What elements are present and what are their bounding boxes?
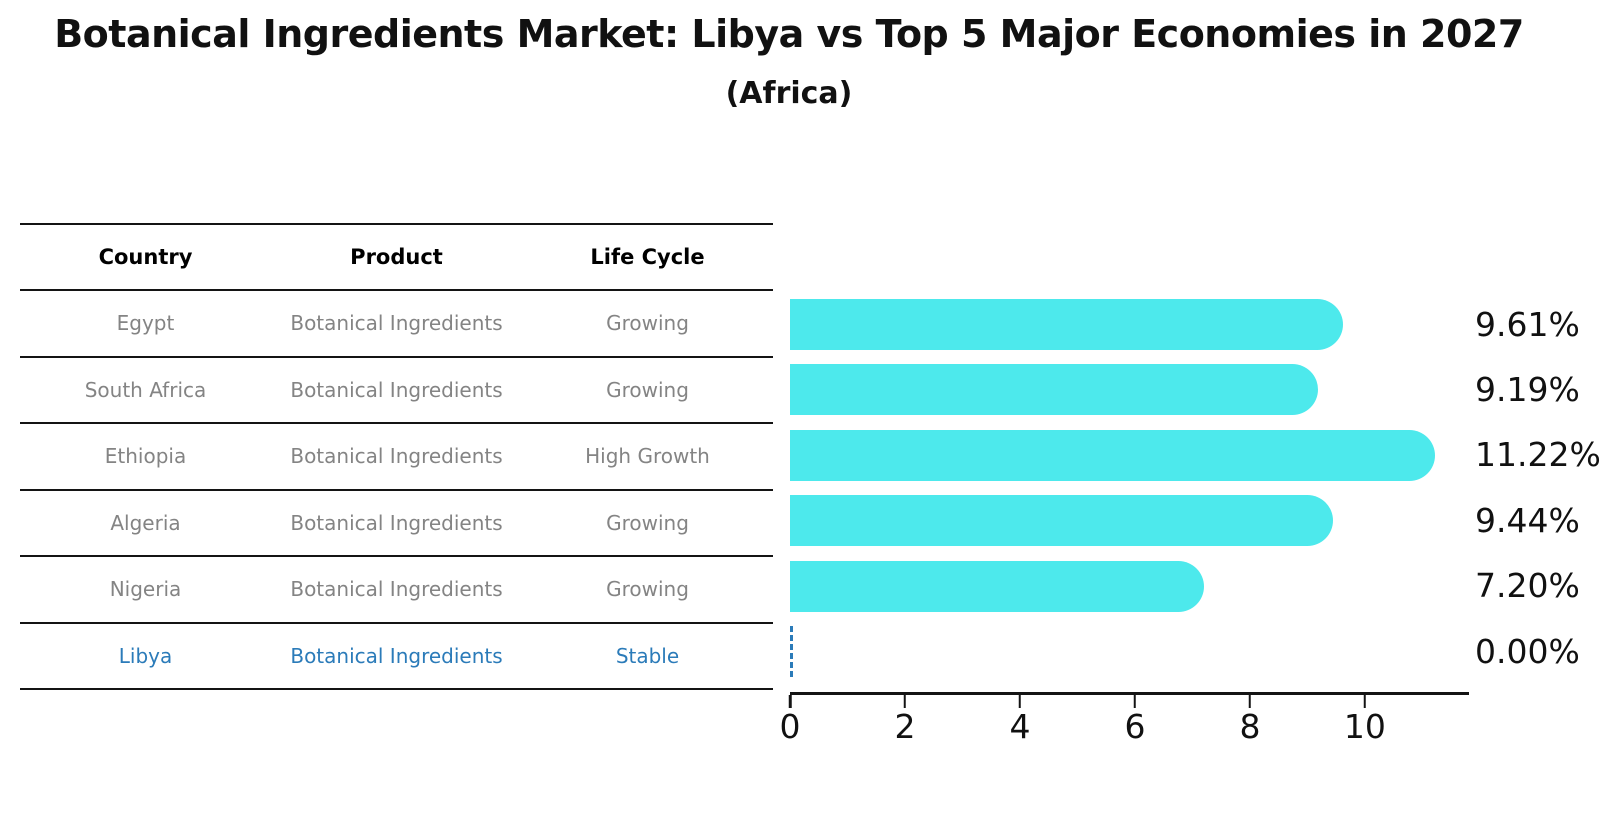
- value-label-algeria: 9.44%: [1475, 500, 1580, 540]
- value-label-ethiopia: 11.22%: [1475, 435, 1601, 475]
- cell-life-cycle: High Growth: [585, 444, 710, 469]
- cell-product: Botanical Ingredients: [290, 311, 503, 336]
- cell-product: Botanical Ingredients: [290, 577, 503, 602]
- chart-title: Botanical Ingredients Market: Libya vs T…: [54, 12, 1524, 56]
- cell-country: South Africa: [84, 377, 207, 402]
- x-tick-mark-2: [903, 695, 907, 708]
- cell-life-cycle: Growing: [606, 510, 689, 535]
- x-tick-label-2: 2: [894, 707, 916, 746]
- x-tick-label-6: 6: [1124, 707, 1146, 746]
- cell-life-cycle: Growing: [606, 311, 689, 336]
- value-label-south-africa: 9.19%: [1475, 369, 1580, 409]
- cell-country: Nigeria: [109, 577, 182, 602]
- value-label-nigeria: 7.20%: [1475, 566, 1580, 606]
- x-axis-line: [790, 692, 1469, 695]
- table-header-product: Product: [350, 245, 443, 269]
- bar-south-africa: [790, 364, 1319, 416]
- x-tick-label-4: 4: [1009, 707, 1031, 746]
- cell-life-cycle: Growing: [606, 377, 689, 402]
- table-row-libya: Libya Botanical Ingredients Stable: [20, 624, 773, 690]
- cell-life-cycle: Stable: [615, 643, 680, 668]
- comparison-table: Country Product Life Cycle Egypt Botanical …: [20, 223, 773, 690]
- x-tick-label-0: 0: [779, 707, 801, 746]
- value-label-libya: 0.00%: [1475, 631, 1580, 671]
- zero-bar-libya: [790, 626, 793, 677]
- x-tick-mark-8: [1248, 695, 1252, 708]
- bar-ethiopia: [790, 429, 1436, 481]
- x-tick-mark-4: [1018, 695, 1022, 708]
- x-tick-mark-0: [788, 695, 792, 708]
- cell-life-cycle: Growing: [606, 577, 689, 602]
- table-row-south-africa: South Africa Botanical Ingredients Growing: [20, 358, 773, 424]
- chart-subtitle: (Africa): [725, 76, 853, 111]
- table-body: Egypt Botanical Ingredients Growing South A…: [20, 291, 773, 690]
- x-tick-mark-10: [1363, 695, 1367, 708]
- bar-nigeria: [790, 560, 1204, 612]
- cell-country: Libya: [118, 643, 173, 668]
- cell-product: Botanical Ingredients: [290, 510, 503, 535]
- table-row-egypt: Egypt Botanical Ingredients Growing: [20, 291, 773, 358]
- x-tick-label-10: 10: [1343, 707, 1386, 746]
- table-row-ethiopia: Ethiopia Botanical Ingredients High Growth: [20, 424, 773, 491]
- bar-algeria: [790, 495, 1333, 547]
- bar-egypt: [790, 299, 1343, 350]
- bar-plot: 0 2 4 6 8 10: [780, 289, 1469, 743]
- x-tick-label-8: 8: [1239, 707, 1261, 746]
- table-header-row: Country Product Life Cycle: [20, 223, 773, 291]
- cell-country: Algeria: [110, 510, 181, 535]
- table-header-country: Country: [98, 245, 193, 269]
- cell-product: Botanical Ingredients: [290, 444, 503, 469]
- x-tick-mark-6: [1133, 695, 1137, 708]
- table-row-nigeria: Nigeria Botanical Ingredients Growing: [20, 557, 773, 624]
- cell-country: Ethiopia: [104, 444, 187, 469]
- cell-country: Egypt: [116, 311, 175, 336]
- cell-product: Botanical Ingredients: [290, 377, 503, 402]
- value-label-egypt: 9.61%: [1475, 304, 1580, 344]
- table-row-algeria: Algeria Botanical Ingredients Growing: [20, 491, 773, 557]
- table-header-life-cycle: Life Cycle: [590, 245, 705, 269]
- cell-product: Botanical Ingredients: [290, 643, 503, 668]
